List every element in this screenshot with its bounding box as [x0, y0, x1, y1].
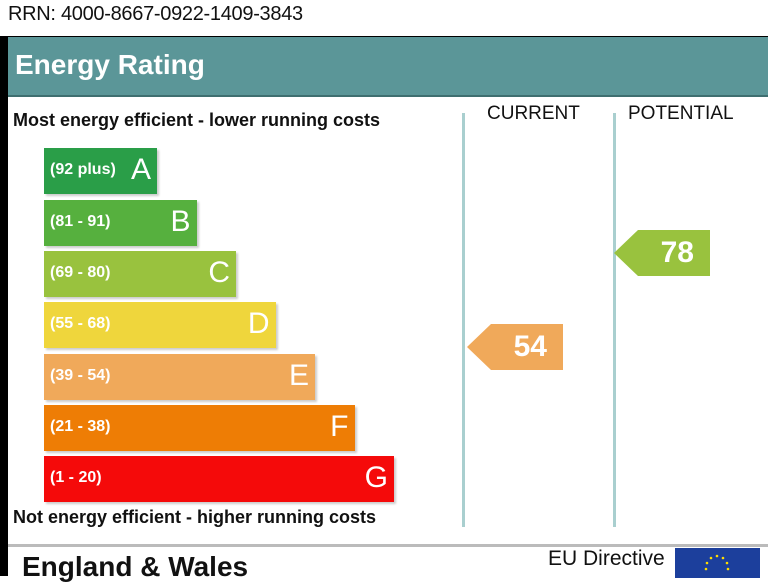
- band-letter: A: [130, 153, 151, 186]
- band-letter: E: [288, 359, 309, 392]
- band-range: (1 - 20): [50, 469, 102, 486]
- band-letter: D: [247, 307, 270, 340]
- band-bar-C: (69 - 80) C: [44, 251, 236, 297]
- region-label: England & Wales: [22, 551, 249, 582]
- band-range: (55 - 68): [50, 315, 111, 332]
- band-range: (81 - 91): [50, 213, 111, 230]
- band-bar-F: (21 - 38) F: [44, 405, 355, 451]
- band-bar-G: (1 - 20) G: [44, 456, 394, 502]
- band-bar-D: (55 - 68) D: [44, 302, 276, 348]
- band-bar-B: (81 - 91) B: [44, 200, 197, 246]
- band-letter: F: [330, 410, 349, 443]
- band-letter: C: [208, 256, 230, 289]
- band-bar-A: (92 plus) A: [44, 148, 157, 194]
- directive-label: EU Directive: [548, 547, 665, 570]
- column-divider: [462, 113, 465, 527]
- band-letter: G: [364, 461, 388, 494]
- band-range: (69 - 80): [50, 264, 111, 281]
- band-bar-E: (39 - 54) E: [44, 354, 315, 400]
- column-divider: [613, 113, 616, 527]
- band-letter: B: [170, 205, 191, 238]
- top-note: Most energy efficient - lower running co…: [13, 110, 381, 130]
- column-potential: POTENTIAL: [628, 103, 734, 124]
- potential-rating-value: 78: [660, 236, 694, 269]
- column-current: CURRENT: [487, 103, 580, 124]
- rrn-label: RRN: 4000-8667-0922-1409-3843: [8, 3, 303, 25]
- chart-title: Energy Rating: [15, 49, 205, 80]
- band-range: (21 - 38): [50, 418, 111, 435]
- eu-flag-icon: [675, 548, 760, 578]
- band-range: (39 - 54): [50, 367, 111, 384]
- band-range: (92 plus): [50, 161, 116, 178]
- header-bar: Energy Rating: [8, 37, 768, 97]
- current-rating-value: 54: [513, 330, 547, 363]
- bottom-note: Not energy efficient - higher running co…: [13, 507, 377, 527]
- footer-divider: [8, 544, 768, 547]
